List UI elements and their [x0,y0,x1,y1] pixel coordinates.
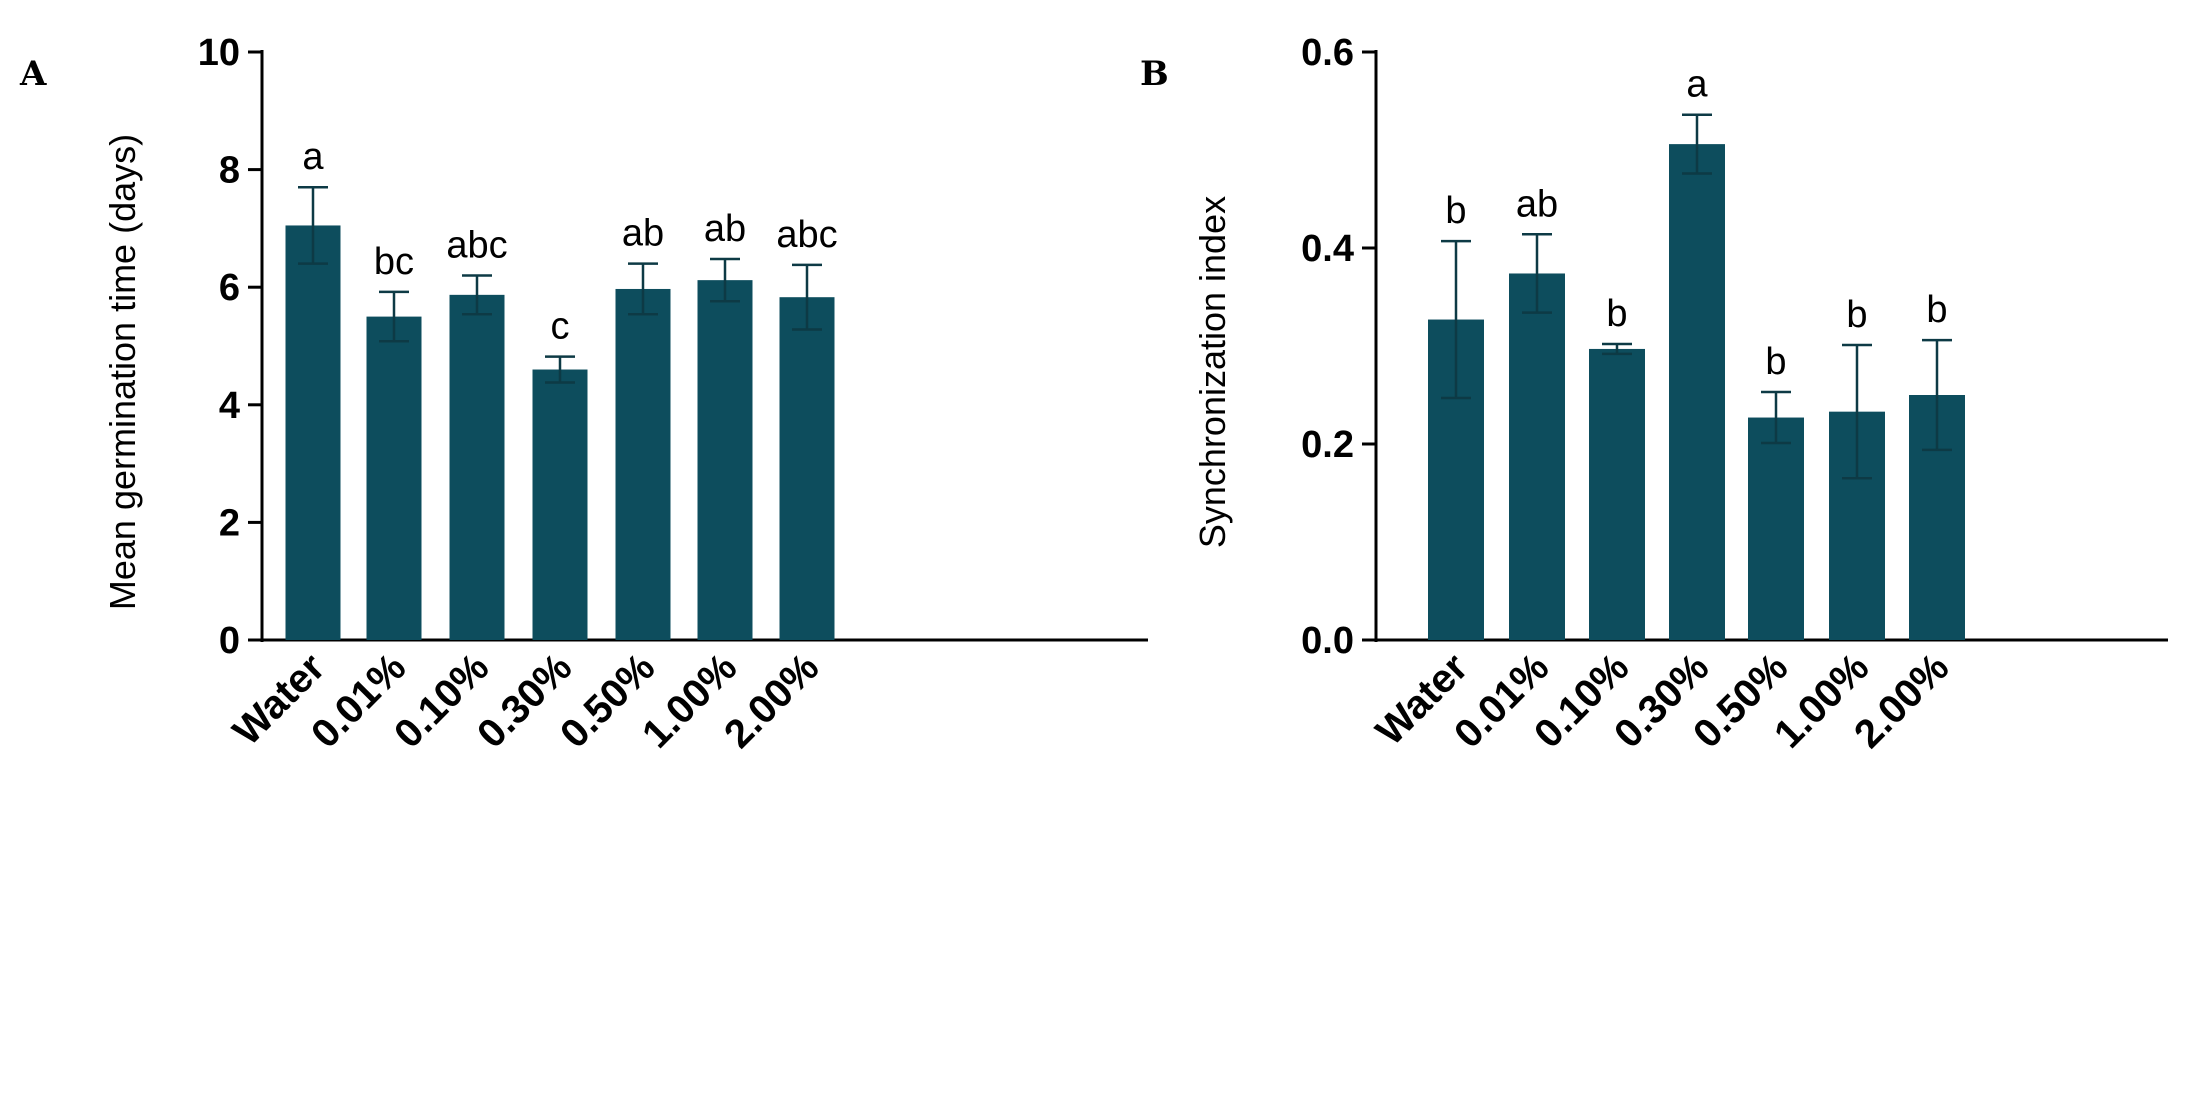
significance-label-a-1: bc [374,241,414,283]
x-tick-label-a-6: 2.00% [716,645,827,756]
chart-panel-b: B Synchronization index 0.00.20.40.6 b ab… [1140,32,2168,757]
panel-letter-a: A [19,54,47,94]
bar-a-0 [285,225,341,640]
y-tick-label-b-3: 0.6 [1301,32,1354,74]
significance-label-b-4: b [1765,341,1786,383]
significance-label-a-0: a [302,136,324,178]
significance-label-a-6: abc [776,214,837,256]
y-tick-label-b-0: 0.0 [1301,620,1354,662]
significance-label-b-0: b [1445,190,1466,232]
bar-a-1 [366,316,422,640]
chart-panel-a: A Mean germination time (days) 0 2 4 6 8 10 a… [19,32,1148,757]
bar-a-6 [779,297,835,640]
y-tick-label-a-5: 10 [198,32,240,74]
panel-letter-b: B [1140,54,1169,94]
y-tick-label-a-1: 2 [219,502,240,544]
bar-a-4 [615,288,671,640]
bar-b-3 [1669,144,1725,640]
bar-b-4 [1748,417,1804,640]
significance-label-a-4: ab [622,213,664,255]
significance-label-b-1: ab [1516,183,1558,225]
bar-a-3 [532,369,588,640]
y-tick-label-a-3: 6 [219,267,240,309]
x-tick-label-a-4: 0.50% [552,645,663,756]
significance-label-a-2: abc [446,224,507,266]
x-tick-label-a-3: 0.30% [469,645,580,756]
significance-label-a-3: c [551,306,570,348]
bar-a-2 [449,294,505,640]
x-tick-label-a-1: 0.01% [303,645,414,756]
significance-label-b-6: b [1926,289,1947,331]
y-axis-title-b: Synchronization index [1192,196,1233,548]
bar-a-5 [697,280,753,640]
y-tick-label-a-2: 4 [219,385,240,427]
y-tick-label-a-4: 8 [219,150,240,192]
bar-b-2 [1589,348,1645,640]
bar-b-1 [1509,273,1565,640]
y-tick-label-a-0: 0 [219,620,240,662]
x-tick-label-a-2: 0.10% [386,645,497,756]
y-tick-label-b-2: 0.4 [1301,228,1354,270]
x-tick-label-a-5: 1.00% [634,645,745,756]
significance-label-b-5: b [1846,294,1867,336]
significance-label-a-5: ab [704,208,746,250]
significance-label-b-2: b [1606,293,1627,335]
significance-label-b-3: a [1686,64,1708,106]
y-axis-title-a: Mean germination time (days) [102,134,143,610]
y-tick-label-b-1: 0.2 [1301,424,1354,466]
